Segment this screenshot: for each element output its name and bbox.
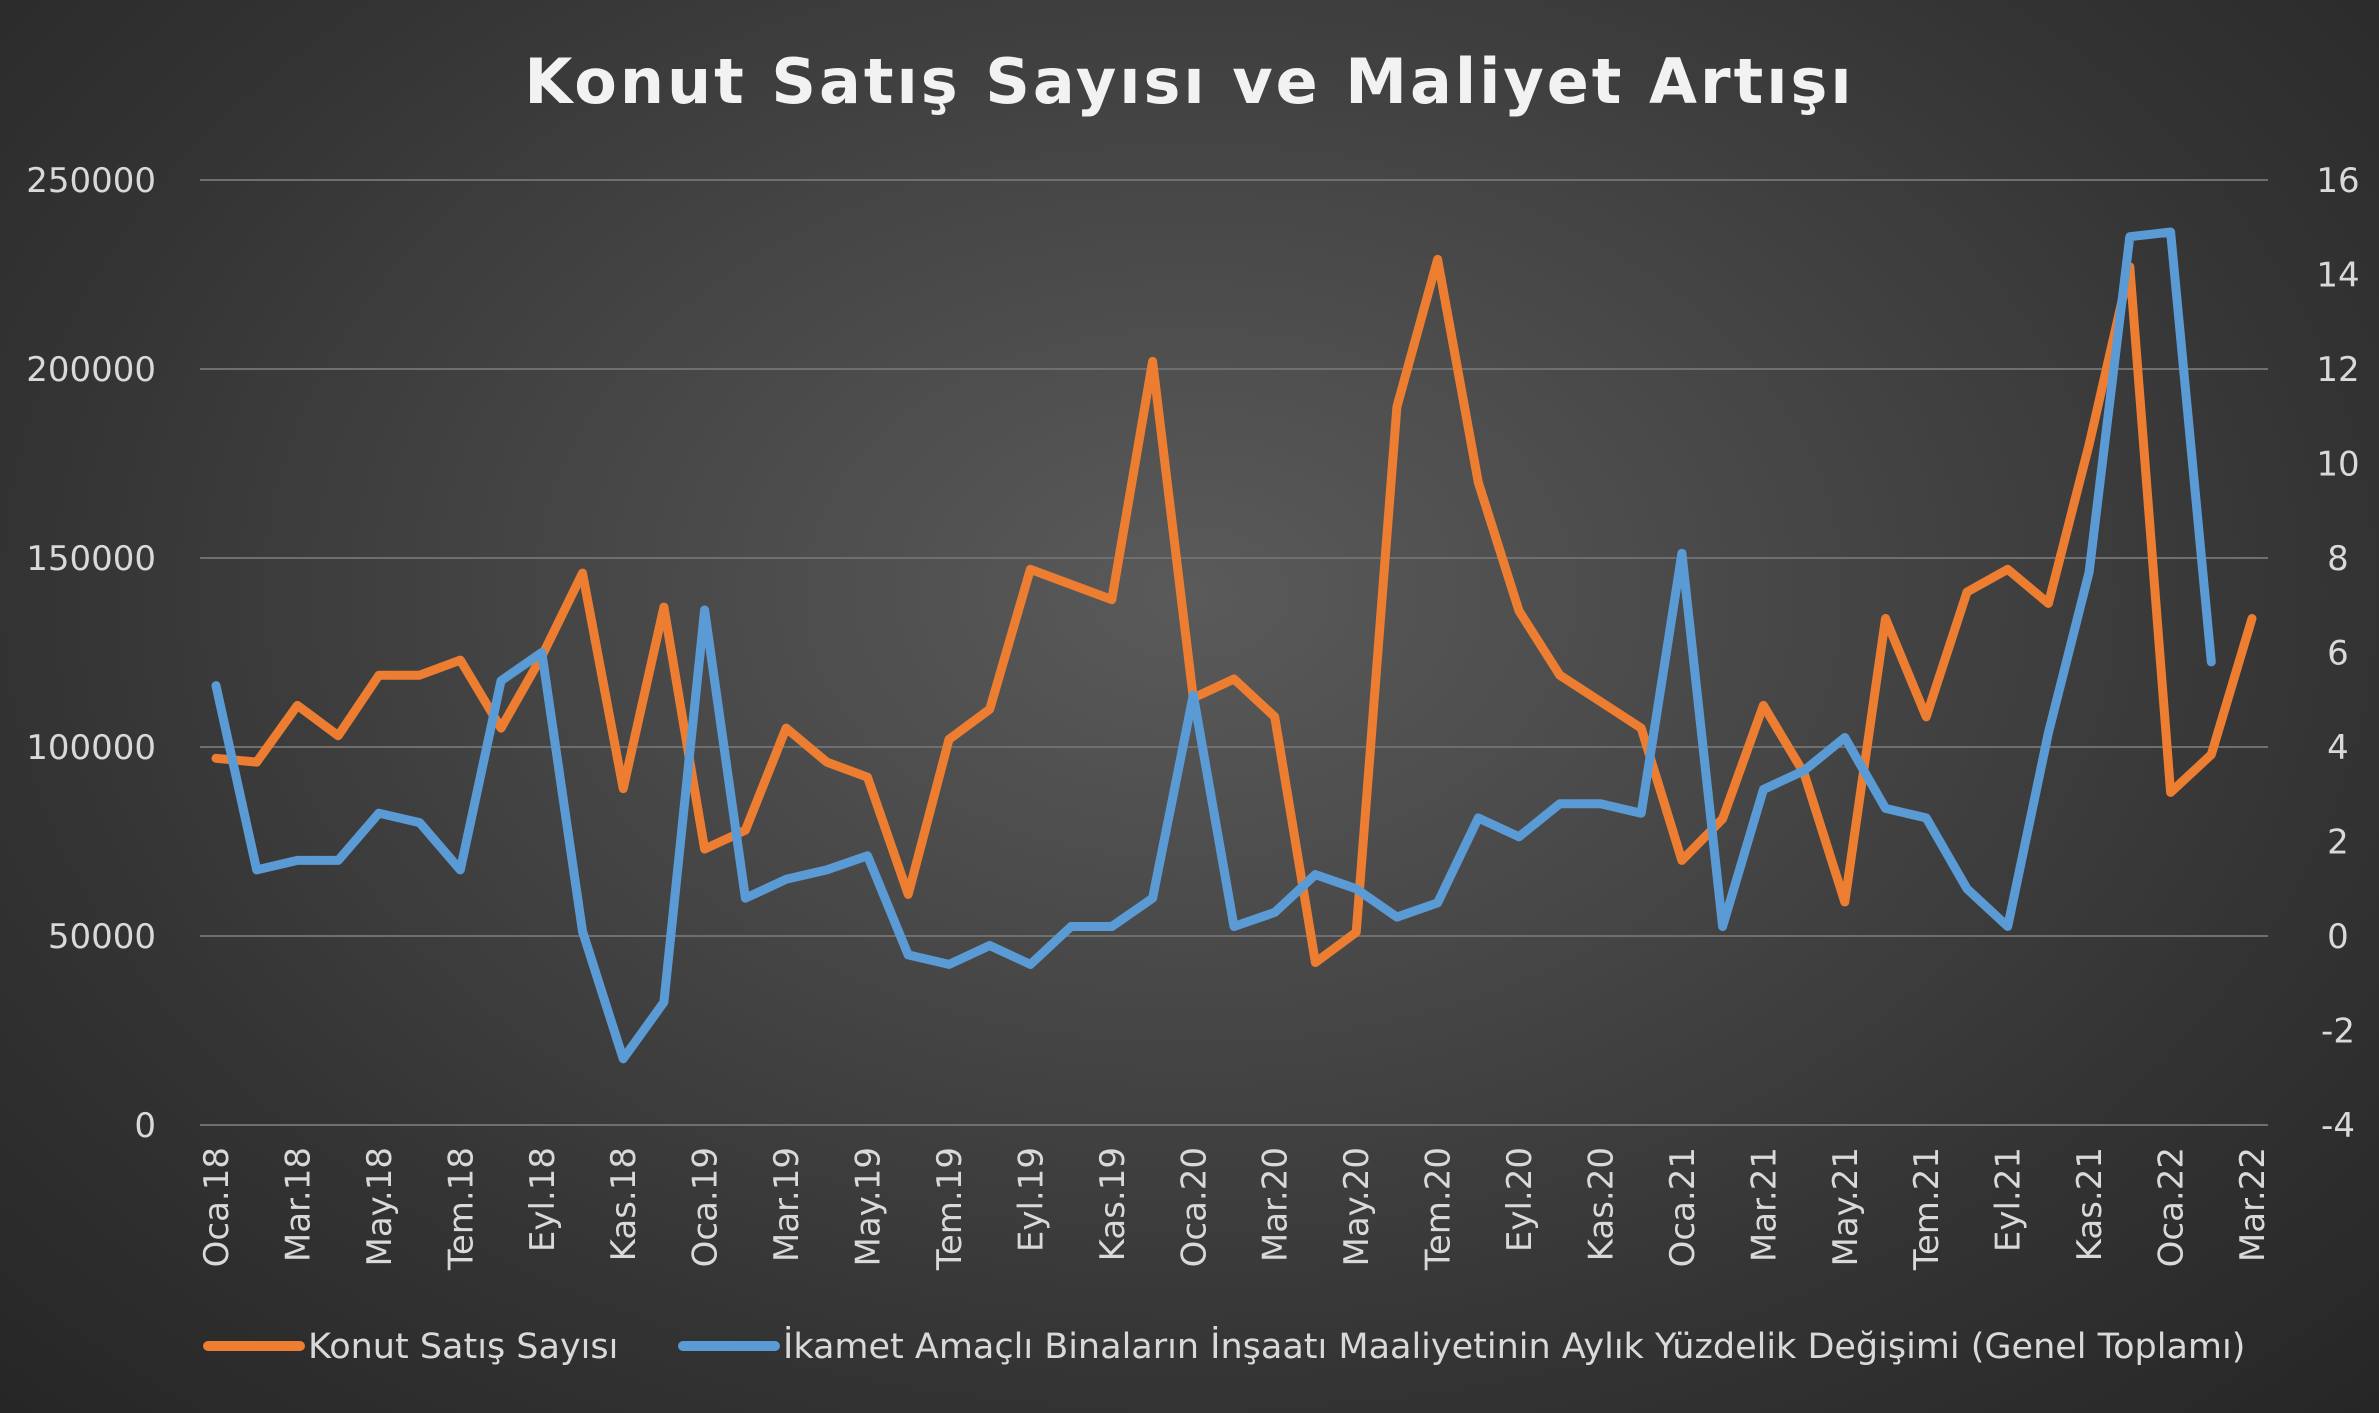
right-tick-label: -4	[2321, 1106, 2355, 1146]
right-tick-label: 6	[2327, 634, 2349, 674]
series-line-maliyet-degisimi	[211, 227, 2216, 1064]
right-tick-label: 8	[2327, 539, 2349, 579]
x-tick-label: May.18	[360, 1147, 400, 1267]
right-tick-label: 4	[2327, 728, 2349, 768]
left-tick-label: 100000	[26, 728, 156, 768]
x-tick-label: Tem.21	[1907, 1147, 1947, 1271]
x-tick-label: Tem.20	[1419, 1147, 1459, 1271]
right-y-axis: -4 -2 0 2 4 6 8 10 12 14 16	[2316, 161, 2359, 1146]
left-tick-label: 150000	[26, 539, 156, 579]
left-tick-label: 50000	[48, 917, 156, 957]
left-tick-label: 200000	[26, 350, 156, 390]
right-tick-label: 14	[2316, 256, 2359, 296]
x-tick-label: Kas.19	[1093, 1147, 1133, 1261]
x-tick-label: May.19	[849, 1147, 889, 1267]
series-line-konut-satis	[211, 254, 2257, 967]
x-tick-label: May.21	[1826, 1147, 1866, 1267]
series-layer	[211, 227, 2257, 1064]
x-tick-label: Oca.18	[197, 1147, 237, 1267]
right-tick-label: 10	[2316, 445, 2359, 485]
legend-label: Konut Satış Sayısı	[308, 1327, 618, 1367]
left-y-axis: 0 50000 100000 150000 200000 250000	[26, 161, 156, 1146]
x-tick-label: Oca.19	[686, 1147, 726, 1267]
chart-title: Konut Satış Sayısı ve Maliyet Artışı	[524, 45, 1855, 118]
x-axis: Oca.18 Mar.18 May.18 Tem.18 Eyl.18 Kas.18 Oca.…	[197, 1147, 2273, 1271]
right-tick-label: 2	[2327, 823, 2349, 863]
x-tick-label: Tem.18	[441, 1147, 481, 1271]
right-tick-label: -2	[2321, 1012, 2355, 1052]
x-tick-label: Oca.21	[1663, 1147, 1703, 1267]
left-tick-label: 0	[134, 1106, 156, 1146]
legend-label: İkamet Amaçlı Binaların İnşaatı Maaliyet…	[783, 1325, 2245, 1367]
x-tick-label: Eyl.20	[1500, 1147, 1540, 1252]
x-tick-label: Mar.22	[2233, 1147, 2273, 1262]
left-tick-label: 250000	[26, 161, 156, 201]
x-tick-label: Mar.21	[1744, 1147, 1784, 1262]
x-tick-label: Kas.21	[2070, 1147, 2110, 1261]
x-tick-label: Kas.20	[1581, 1147, 1621, 1261]
x-tick-label: Mar.18	[278, 1147, 318, 1262]
x-tick-label: Oca.22	[2152, 1147, 2192, 1267]
legend: Konut Satış Sayısı İkamet Amaçlı Binaları…	[203, 1325, 2245, 1367]
right-tick-label: 12	[2316, 350, 2359, 390]
x-tick-label: Eyl.19	[1011, 1147, 1051, 1252]
x-tick-label: May.20	[1337, 1147, 1377, 1267]
x-tick-label: Mar.20	[1256, 1147, 1296, 1262]
x-tick-label: Tem.19	[930, 1147, 970, 1271]
right-tick-label: 16	[2316, 161, 2359, 201]
x-tick-label: Eyl.21	[1989, 1147, 2029, 1252]
gridlines	[200, 179, 2268, 1126]
x-tick-label: Oca.20	[1174, 1147, 1214, 1267]
x-tick-label: Eyl.18	[523, 1147, 563, 1252]
x-tick-label: Mar.19	[767, 1147, 807, 1262]
right-tick-label: 0	[2327, 917, 2349, 957]
x-tick-label: Kas.18	[604, 1147, 644, 1261]
